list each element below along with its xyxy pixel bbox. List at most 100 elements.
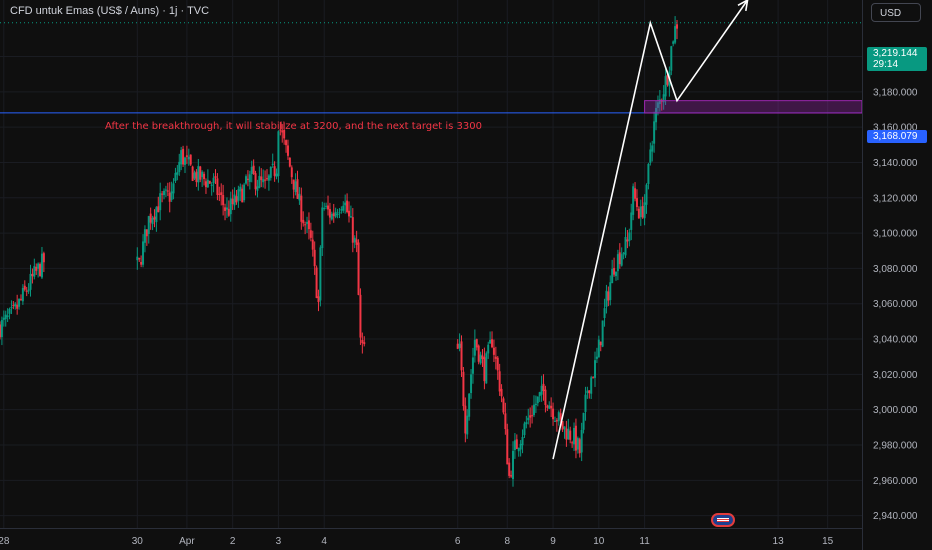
candle-body	[311, 239, 314, 250]
candle-body	[260, 176, 263, 181]
candle-body	[239, 186, 242, 192]
candle-body	[222, 195, 225, 206]
candle-body	[227, 208, 230, 216]
candle-body	[136, 256, 139, 261]
candle-body	[649, 149, 652, 163]
candle-body	[216, 178, 219, 195]
y-tick-label: 3,140.000	[873, 158, 918, 169]
candle-body	[203, 173, 206, 180]
candle-body	[359, 294, 362, 338]
candle-body	[471, 357, 474, 374]
level-price-tag: 3,168.079	[867, 130, 927, 143]
target-zone-rect	[644, 100, 863, 114]
candle-body	[534, 403, 537, 406]
candle-body	[542, 383, 545, 392]
candle-body	[523, 423, 526, 436]
candle-body	[525, 422, 528, 425]
candle-body	[183, 157, 186, 165]
candle-body	[176, 172, 179, 175]
y-tick-label: 3,060.000	[873, 299, 918, 310]
candle-body	[601, 320, 604, 347]
candle-body	[254, 173, 257, 190]
candle-body	[0, 320, 3, 338]
x-tick-label: 8	[505, 536, 511, 547]
candle-body	[571, 442, 574, 444]
candle-body	[319, 247, 322, 301]
candle-body	[340, 209, 343, 211]
candle-body	[16, 304, 19, 309]
price-axis[interactable]: 2,940.000 2,960.000 2,980.000 3,000.000 3,02…	[862, 0, 932, 550]
time-axis[interactable]: 28 30 Apr 2 3 4 6 8 9 10 11 13 15	[0, 528, 862, 548]
candle-body	[187, 156, 190, 160]
candle-body	[613, 268, 616, 275]
x-tick-label: 15	[822, 536, 834, 547]
candle-body	[624, 237, 627, 256]
candle-body	[578, 439, 581, 454]
candle-body	[662, 94, 665, 103]
symbol-title[interactable]: CFD untuk Emas (US$ / Auns) · 1j · TVC	[10, 5, 210, 17]
candle-body	[645, 184, 648, 205]
candle-body	[605, 290, 608, 307]
x-tick-label: 6	[455, 536, 461, 547]
candle-body	[513, 440, 516, 451]
candle-body	[245, 176, 248, 184]
candle-body	[481, 355, 484, 359]
candle-body	[672, 41, 675, 44]
annotation-text[interactable]: After the breakthrough, it will stabiliz…	[105, 121, 482, 132]
candle-body	[286, 145, 289, 156]
candle-body	[590, 377, 593, 394]
candle-body	[243, 184, 246, 201]
candle-body	[567, 428, 570, 440]
x-tick-label: 11	[639, 536, 650, 547]
candle-body	[653, 121, 656, 144]
candle-body	[10, 307, 13, 309]
candle-body	[611, 268, 614, 284]
candle-body	[6, 315, 9, 318]
candle-body	[241, 188, 244, 203]
candle-body	[321, 207, 324, 249]
candle-body	[292, 179, 295, 190]
projection-path	[552, 0, 749, 460]
candle-body	[586, 390, 589, 394]
candle-body	[138, 257, 141, 260]
candle-body	[521, 436, 524, 446]
candle-body	[161, 193, 164, 195]
candle-body	[536, 396, 539, 404]
candle-body	[548, 405, 551, 409]
candle-body	[517, 448, 520, 452]
us-flag-icon[interactable]	[711, 513, 735, 527]
candle-body	[204, 181, 207, 188]
candle-body	[248, 174, 251, 182]
candle-body	[277, 131, 280, 177]
candle-body	[550, 405, 553, 409]
candle-body	[201, 171, 204, 178]
candle-body	[473, 339, 476, 356]
candle-body	[529, 415, 532, 418]
candle-body	[576, 438, 579, 450]
y-tick-label: 3,100.000	[873, 229, 918, 240]
candle-body	[178, 161, 181, 173]
candle-body	[283, 129, 286, 139]
candle-body	[195, 171, 198, 183]
candle-body	[479, 354, 482, 364]
y-tick-label: 2,980.000	[873, 441, 918, 452]
candle-body	[172, 183, 175, 194]
candle-body	[491, 339, 494, 348]
candle-body	[237, 189, 240, 201]
y-tick-label: 3,120.000	[873, 193, 918, 204]
candle-body	[616, 254, 619, 272]
candle-body	[163, 190, 166, 196]
currency-button[interactable]: USD	[871, 3, 921, 22]
candle-body	[477, 345, 480, 362]
candle-body	[670, 46, 673, 71]
candle-body	[647, 164, 650, 185]
candle-body	[298, 193, 301, 201]
candle-body	[580, 429, 583, 453]
candle-body	[552, 408, 555, 420]
candle-body	[347, 210, 350, 217]
candle-body	[224, 207, 227, 211]
candle-body	[483, 357, 486, 382]
candle-body	[363, 342, 366, 345]
candle-body	[281, 130, 284, 133]
